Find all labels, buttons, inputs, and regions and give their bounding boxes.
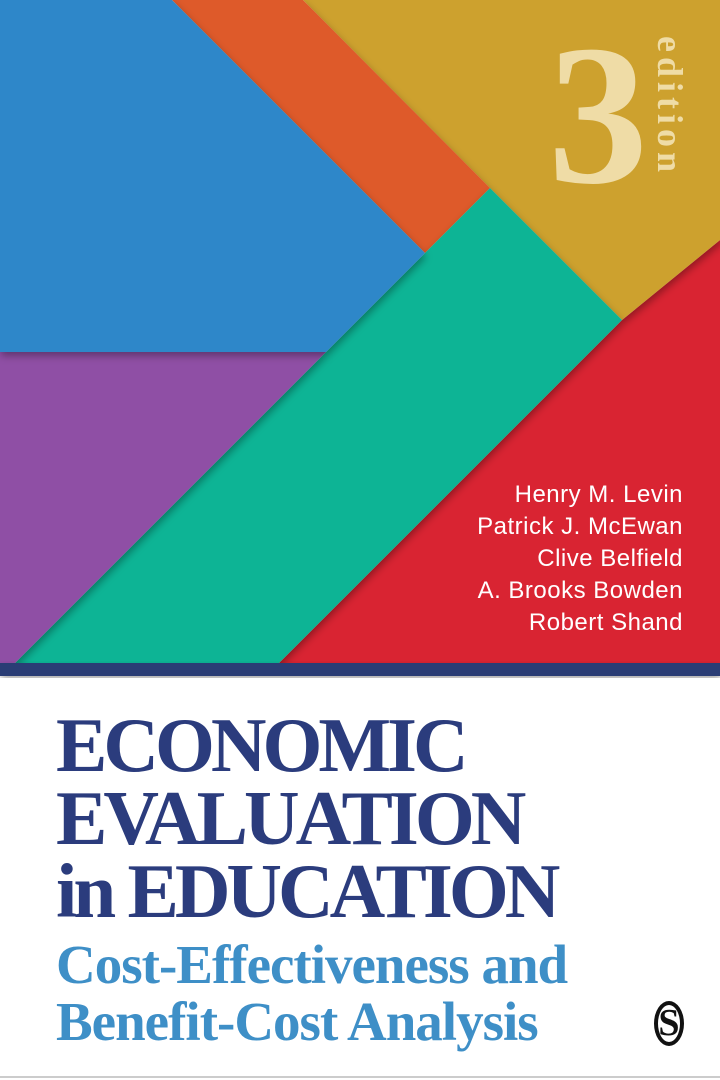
author-name: Henry M. Levin <box>514 481 683 508</box>
author-name: A. Brooks Bowden <box>477 577 683 604</box>
shape-gold-panel <box>303 0 720 320</box>
subtitle-line: Cost-Effectiveness and <box>56 934 568 995</box>
navy-divider-strip <box>0 663 720 676</box>
title-line: ECONOMIC <box>56 702 469 788</box>
title-line: EVALUATION <box>56 775 526 861</box>
author-list: Henry M. Levin Patrick J. McEwan Clive B… <box>477 479 683 639</box>
publisher-logo-letter: S <box>658 1001 680 1044</box>
book-title: ECONOMIC EVALUATION in EDUCATION <box>56 702 560 934</box>
shape-purple-panel <box>0 352 326 663</box>
publisher-logo: S <box>654 1001 684 1046</box>
shape-teal-band <box>15 188 622 663</box>
shape-blue-panel <box>0 0 425 352</box>
shape-red-panel <box>279 240 720 663</box>
author-name: Clive Belfield <box>537 545 683 572</box>
author-name: Robert Shand <box>528 609 683 636</box>
author-name: Patrick J. McEwan <box>477 513 683 540</box>
cover-art <box>0 0 720 676</box>
book-subtitle: Cost-Effectiveness and Benefit-Cost Anal… <box>56 934 568 1052</box>
cover-bottom-edge <box>0 1076 720 1078</box>
title-line: in EDUCATION <box>56 848 560 934</box>
edition-label: edition <box>650 36 690 178</box>
shape-orange-band <box>172 0 490 253</box>
edition-number: 3 <box>548 5 648 226</box>
subtitle-line: Benefit-Cost Analysis <box>56 991 539 1052</box>
